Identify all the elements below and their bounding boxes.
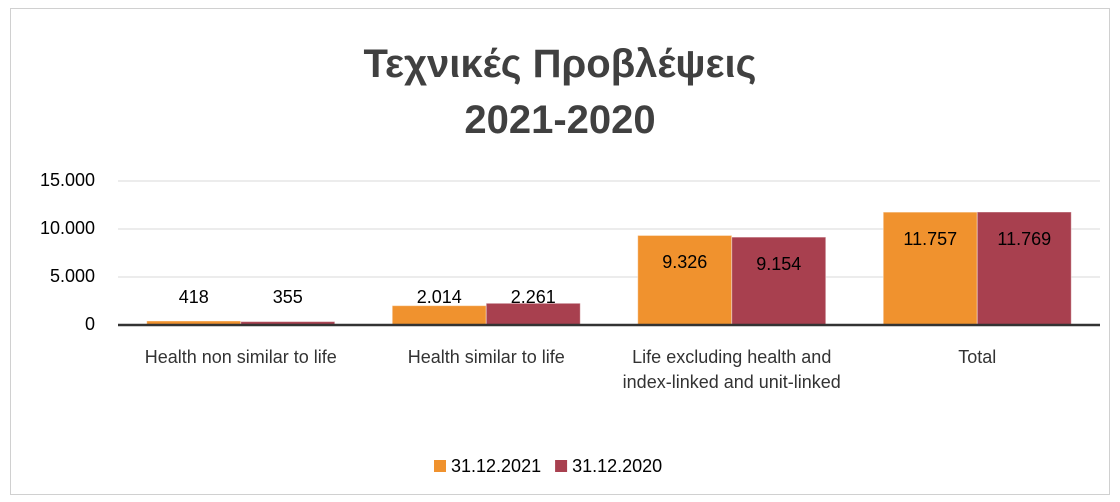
bar [637,234,733,326]
data-label: 9.326 [662,252,707,272]
chart-title: Τεχνικές Προβλέψεις 2021-2020 [363,42,757,142]
data-label: 2.014 [417,287,462,307]
bar [976,211,1072,326]
x-tick-label: Total [958,347,997,367]
y-tick-label: 10.000 [40,218,95,238]
y-tick-label: 0 [85,314,95,334]
bar [731,236,827,326]
bar [882,211,978,326]
data-label: 11.757 [903,229,957,249]
bar [391,305,487,326]
x-tick-label: Health non similar to life [144,347,337,367]
y-tick-label: 15.000 [40,170,95,190]
legend-swatch [555,460,568,472]
legend-swatch [434,460,446,472]
legend-label: 31.12.2021 [451,456,541,476]
data-label: 11.769 [997,229,1051,249]
legend-label: 31.12.2020 [572,456,662,476]
x-tick-label: Health similar to life [407,347,565,367]
x-tick-label: Life excluding health and index-linked a… [622,347,841,392]
data-label: 355 [273,287,303,307]
data-label: 2.261 [511,287,556,307]
data-label: 418 [179,287,209,307]
data-label: 9.154 [756,254,801,274]
y-tick-label: 5.000 [50,266,95,286]
